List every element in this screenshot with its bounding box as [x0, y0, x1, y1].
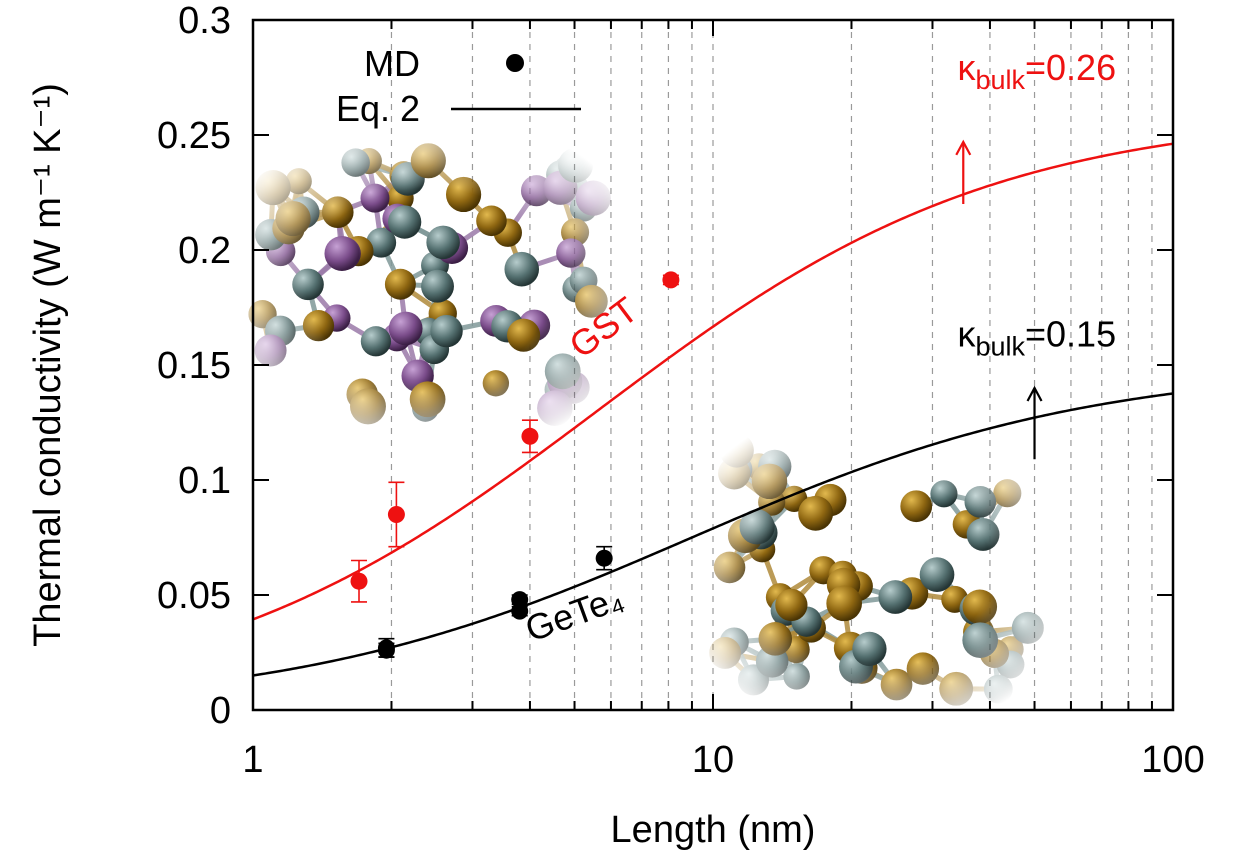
- fit-curve-0: [252, 142, 1174, 621]
- y-tick-label: 0.2: [178, 230, 231, 272]
- atom: [409, 381, 446, 418]
- legend: MD Eq. 2: [336, 43, 581, 129]
- atom: [930, 480, 958, 508]
- data-point-0-3: [662, 271, 680, 289]
- data-point-0-0: [350, 572, 368, 590]
- data-point-1-3: [511, 591, 529, 609]
- atom: [852, 631, 887, 667]
- atom: [302, 310, 335, 342]
- data-point-0-2: [521, 427, 539, 445]
- y-tick-label: 0: [210, 690, 231, 732]
- md-data-points: [350, 271, 680, 659]
- y-tick-label: 0.25: [157, 115, 231, 157]
- kbulk-label-3: κbulk=0.15: [957, 314, 1116, 362]
- x-tick-label: 100: [1141, 739, 1204, 781]
- atom: [321, 196, 354, 229]
- atom: [739, 509, 775, 545]
- atom: [366, 227, 397, 258]
- legend-label-eq2: Eq. 2: [336, 88, 420, 129]
- atom: [476, 205, 507, 237]
- atom: [993, 479, 1022, 508]
- atom: [292, 268, 324, 301]
- atom: [719, 433, 754, 468]
- atom: [962, 622, 999, 659]
- arrow-head-0: [955, 139, 972, 156]
- atom: [507, 318, 541, 352]
- atom: [324, 236, 360, 271]
- atom: [713, 551, 746, 584]
- atom: [783, 663, 810, 690]
- atom: [255, 169, 291, 206]
- atom: [254, 334, 287, 367]
- gete4-atomic-structure: [709, 433, 1044, 706]
- atom: [410, 143, 446, 179]
- atom: [900, 490, 933, 523]
- atom: [574, 284, 608, 318]
- atom: [360, 183, 390, 213]
- atom: [350, 388, 386, 425]
- atom: [421, 269, 454, 303]
- atom: [709, 637, 742, 669]
- legend-marker-md: [506, 54, 524, 72]
- fit-curve-1: [252, 392, 1174, 677]
- atom: [544, 353, 581, 390]
- gst-atomic-structure: [248, 143, 611, 426]
- legend-label-md: MD: [364, 43, 420, 84]
- atom: [388, 311, 423, 346]
- atomic-structure-insets: [248, 143, 1044, 706]
- atom: [285, 168, 312, 195]
- atom: [575, 180, 611, 216]
- atom: [430, 314, 463, 348]
- atom: [556, 238, 586, 268]
- atom: [426, 225, 460, 260]
- arrow-head-1: [1026, 385, 1043, 402]
- atom: [275, 200, 311, 237]
- atom: [966, 518, 1000, 551]
- atom: [360, 326, 392, 357]
- data-point-1-4: [595, 549, 613, 567]
- atom: [758, 622, 793, 656]
- atom: [983, 674, 1013, 704]
- axes: 1 10 100 0 0.05 0.1 0.15 0.2 0.25 0.3: [157, 0, 1205, 781]
- atom: [878, 580, 913, 614]
- atom: [826, 585, 862, 622]
- y-tick-label: 0.15: [157, 345, 231, 387]
- kbulk-label-2: κbulk=0.26: [957, 47, 1116, 95]
- atom: [798, 495, 834, 531]
- atom: [751, 463, 788, 500]
- atom: [880, 668, 913, 701]
- y-tick-label: 0.05: [157, 575, 231, 617]
- y-tick-label: 0.3: [178, 0, 231, 42]
- data-point-1-1: [377, 639, 395, 657]
- atom: [775, 588, 808, 622]
- atom: [504, 251, 540, 287]
- atom: [1011, 611, 1044, 644]
- atom: [906, 652, 940, 685]
- atom: [558, 147, 594, 183]
- atom: [962, 589, 998, 625]
- atom: [445, 176, 482, 213]
- atom: [537, 390, 573, 426]
- y-tick-label: 0.1: [178, 460, 231, 502]
- x-tick-label: 10: [692, 739, 734, 781]
- x-axis-label: Length (nm): [611, 809, 816, 851]
- atom: [482, 370, 510, 397]
- x-tick-label: 1: [242, 739, 263, 781]
- fit-curves: [252, 142, 1174, 677]
- atom: [384, 268, 416, 300]
- atom: [964, 486, 997, 518]
- atom: [341, 148, 370, 177]
- atom: [388, 205, 422, 239]
- y-axis-label: Thermal conductivity (W m⁻¹ K⁻¹): [27, 83, 69, 647]
- atom: [939, 671, 974, 706]
- atom: [919, 557, 955, 592]
- data-point-0-1: [387, 506, 405, 523]
